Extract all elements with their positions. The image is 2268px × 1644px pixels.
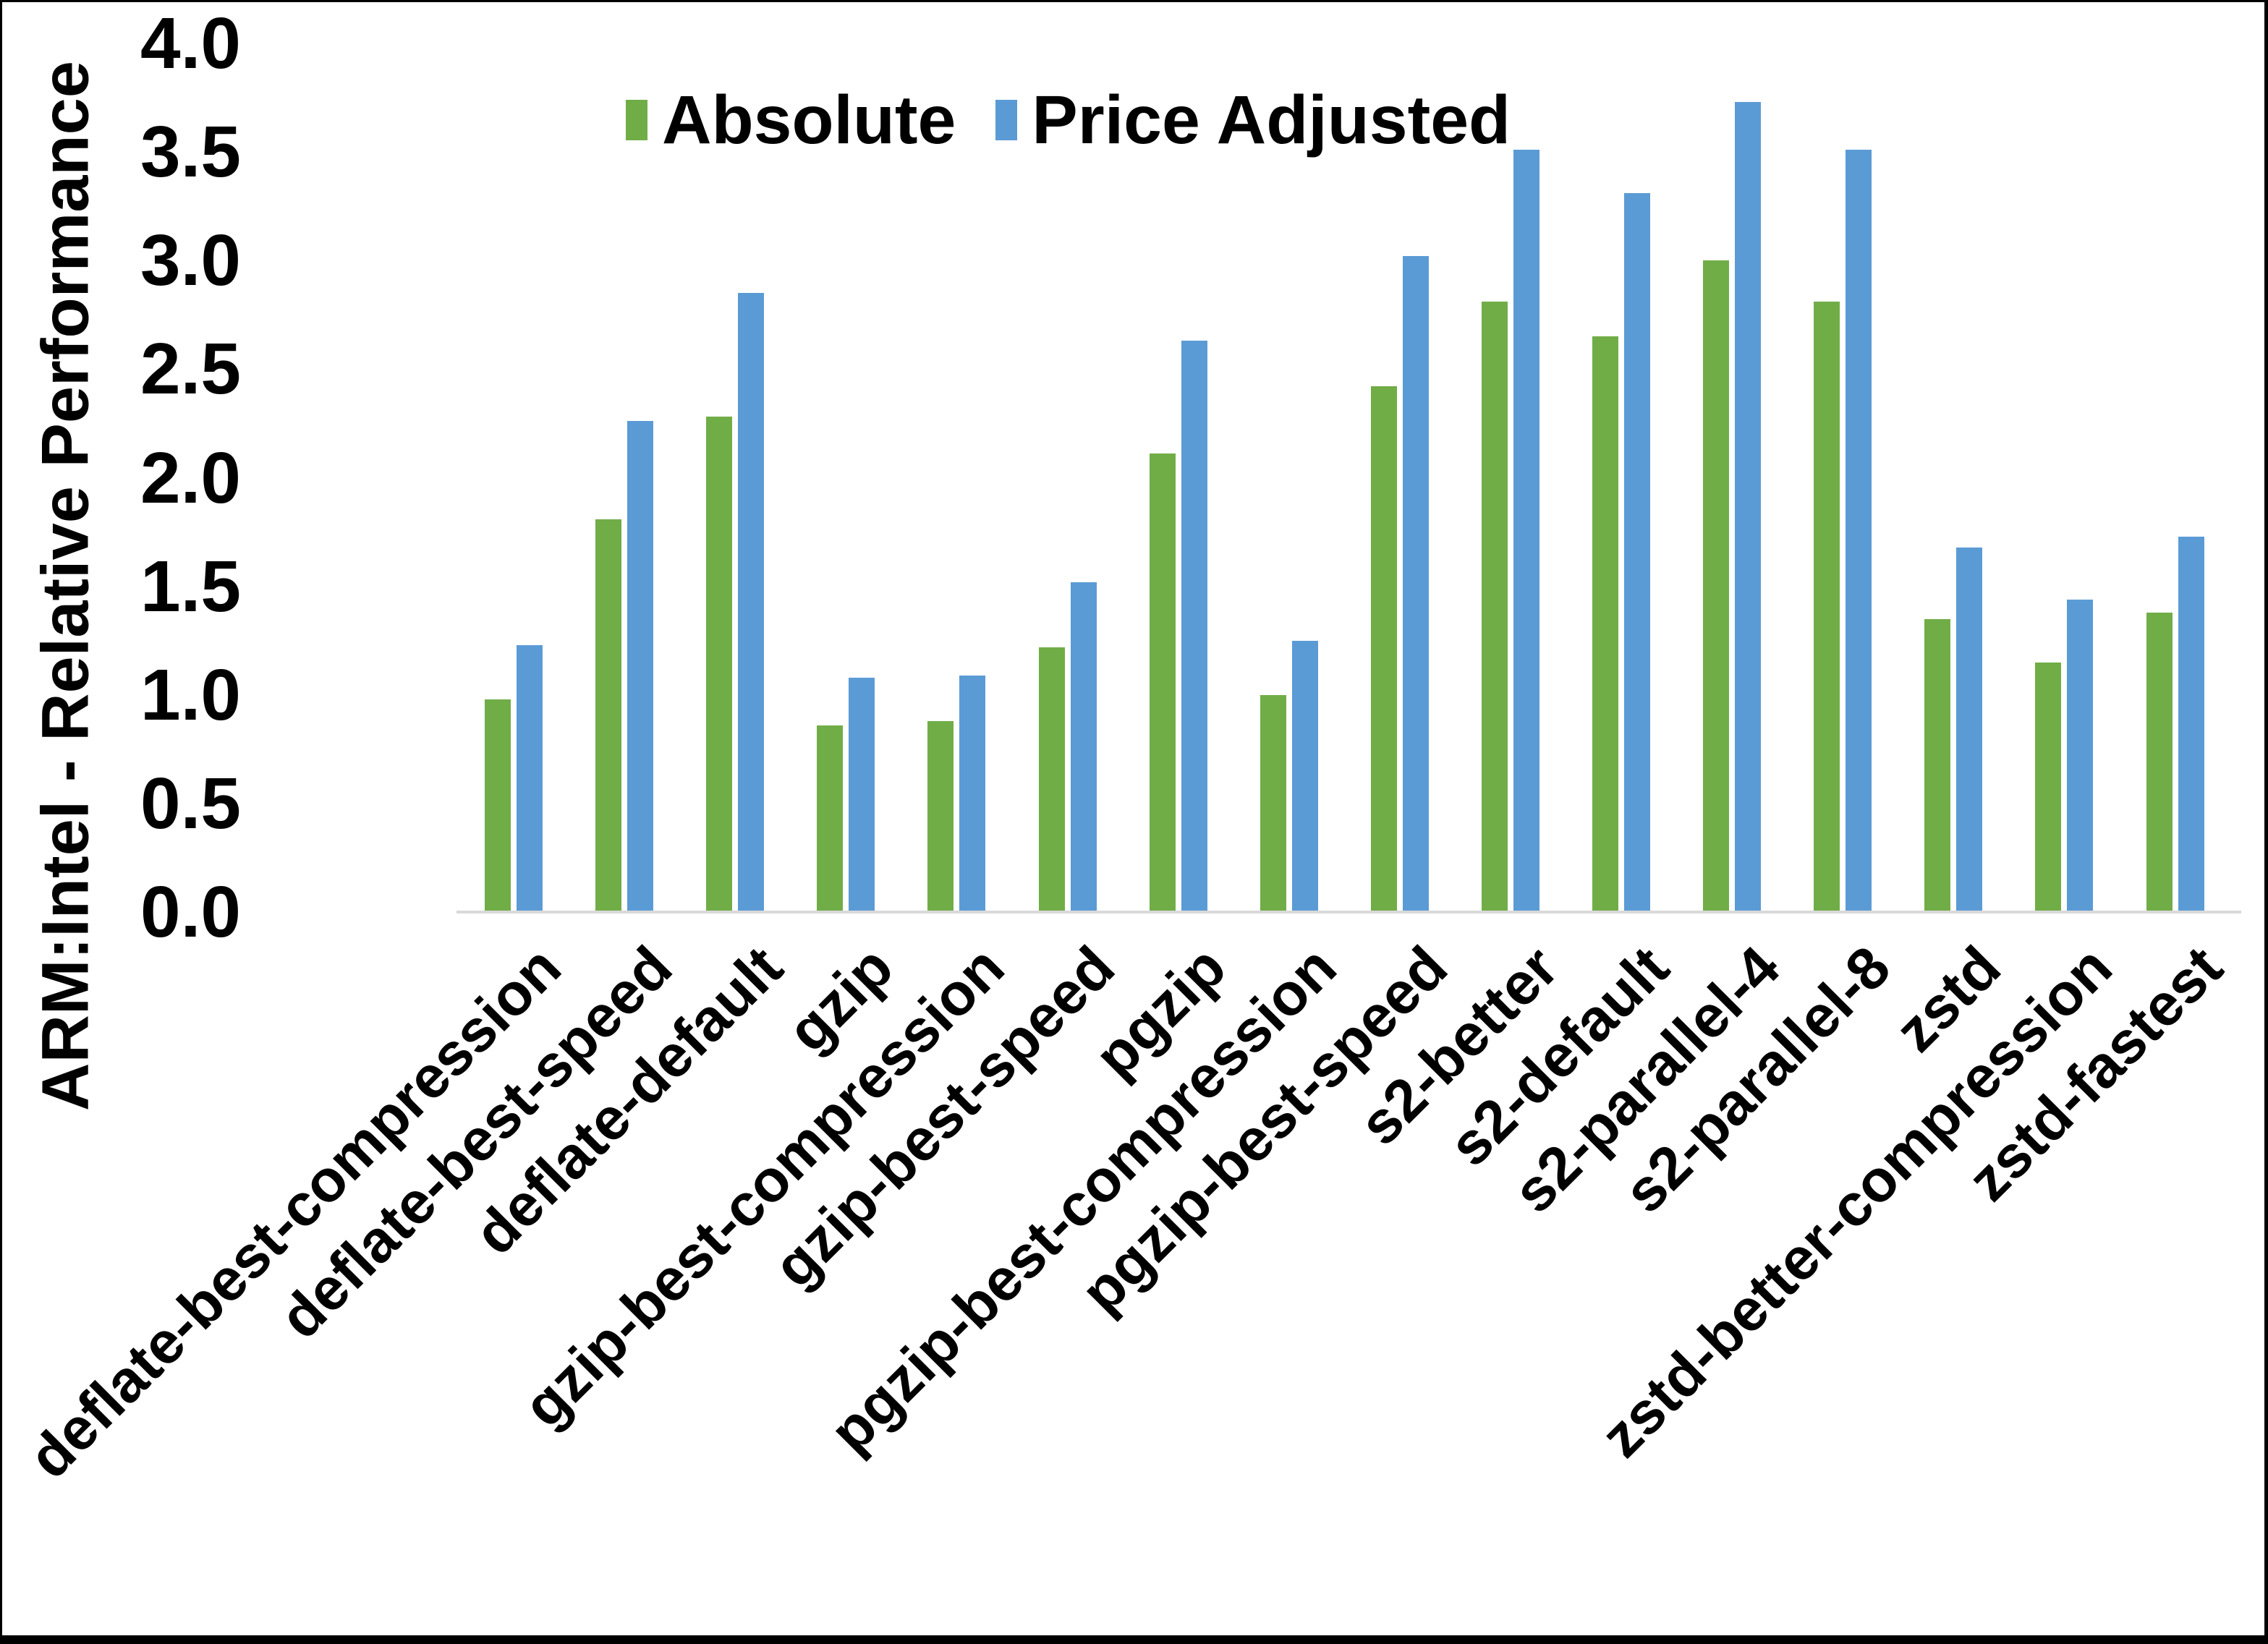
bar-absolute-deflate-best-speed bbox=[595, 519, 622, 912]
bar-price-adjusted-gzip bbox=[849, 677, 875, 912]
legend-label-price-adjusted: Price Adjusted bbox=[1032, 81, 1511, 158]
bar-price-adjusted-zstd-fastest bbox=[2178, 536, 2204, 912]
x-axis-line bbox=[456, 911, 2241, 913]
y-tick-3.5: 3.5 bbox=[140, 111, 241, 193]
bar-absolute-zstd-fastest bbox=[2146, 612, 2173, 912]
bar-price-adjusted-s2-parallel-4 bbox=[1735, 102, 1762, 912]
bar-absolute-zstd-better-compression bbox=[2035, 662, 2062, 912]
legend: Absolute Price Adjusted bbox=[626, 80, 1511, 160]
bar-price-adjusted-s2-default bbox=[1624, 193, 1650, 912]
bar-absolute-deflate-default bbox=[706, 417, 733, 912]
bar-price-adjusted-deflate-default bbox=[738, 293, 765, 912]
legend-item-absolute: Absolute bbox=[626, 81, 956, 158]
bar-price-adjusted-s2-better bbox=[1513, 150, 1539, 912]
bar-absolute-deflate-best-compression bbox=[485, 699, 511, 912]
bar-absolute-gzip bbox=[817, 725, 844, 912]
bar-absolute-s2-parallel-4 bbox=[1703, 260, 1730, 912]
bar-absolute-pgzip-best-speed bbox=[1370, 386, 1397, 912]
y-tick-0.5: 0.5 bbox=[140, 762, 241, 844]
bar-price-adjusted-zstd bbox=[1956, 547, 1983, 912]
y-tick-0.0: 0.0 bbox=[140, 872, 241, 953]
bar-absolute-s2-better bbox=[1481, 302, 1508, 912]
bar-price-adjusted-zstd-better-compression bbox=[2067, 599, 2094, 912]
bar-absolute-pgzip bbox=[1149, 453, 1176, 912]
bar-price-adjusted-pgzip-best-speed bbox=[1402, 256, 1429, 912]
bar-price-adjusted-gzip-best-speed bbox=[1070, 582, 1097, 912]
bar-absolute-pgzip-best-compression bbox=[1260, 694, 1286, 912]
bar-price-adjusted-s2-parallel-8 bbox=[1846, 150, 1872, 912]
y-tick-4.0: 4.0 bbox=[140, 3, 241, 84]
legend-label-absolute: Absolute bbox=[662, 81, 956, 158]
bar-absolute-gzip-best-compression bbox=[927, 720, 954, 912]
legend-swatch-price-adjusted bbox=[995, 100, 1018, 140]
legend-swatch-absolute bbox=[626, 100, 647, 140]
bar-price-adjusted-pgzip bbox=[1181, 341, 1207, 912]
y-tick-1.0: 1.0 bbox=[140, 654, 241, 736]
y-tick-3.0: 3.0 bbox=[140, 220, 241, 302]
bar-price-adjusted-pgzip-best-compression bbox=[1291, 640, 1318, 912]
y-tick-2.5: 2.5 bbox=[140, 328, 241, 410]
y-tick-2.0: 2.0 bbox=[140, 437, 241, 519]
y-tick-1.5: 1.5 bbox=[140, 545, 241, 627]
bar-absolute-zstd bbox=[1924, 618, 1951, 912]
bar-absolute-gzip-best-speed bbox=[1038, 647, 1065, 912]
bar-price-adjusted-gzip-best-compression bbox=[959, 675, 986, 912]
bar-absolute-s2-default bbox=[1592, 336, 1618, 912]
bar-absolute-s2-parallel-8 bbox=[1814, 302, 1840, 912]
bar-price-adjusted-deflate-best-compression bbox=[517, 644, 543, 912]
bar-price-adjusted-deflate-best-speed bbox=[627, 421, 654, 912]
legend-item-price-adjusted: Price Adjusted bbox=[995, 81, 1511, 158]
